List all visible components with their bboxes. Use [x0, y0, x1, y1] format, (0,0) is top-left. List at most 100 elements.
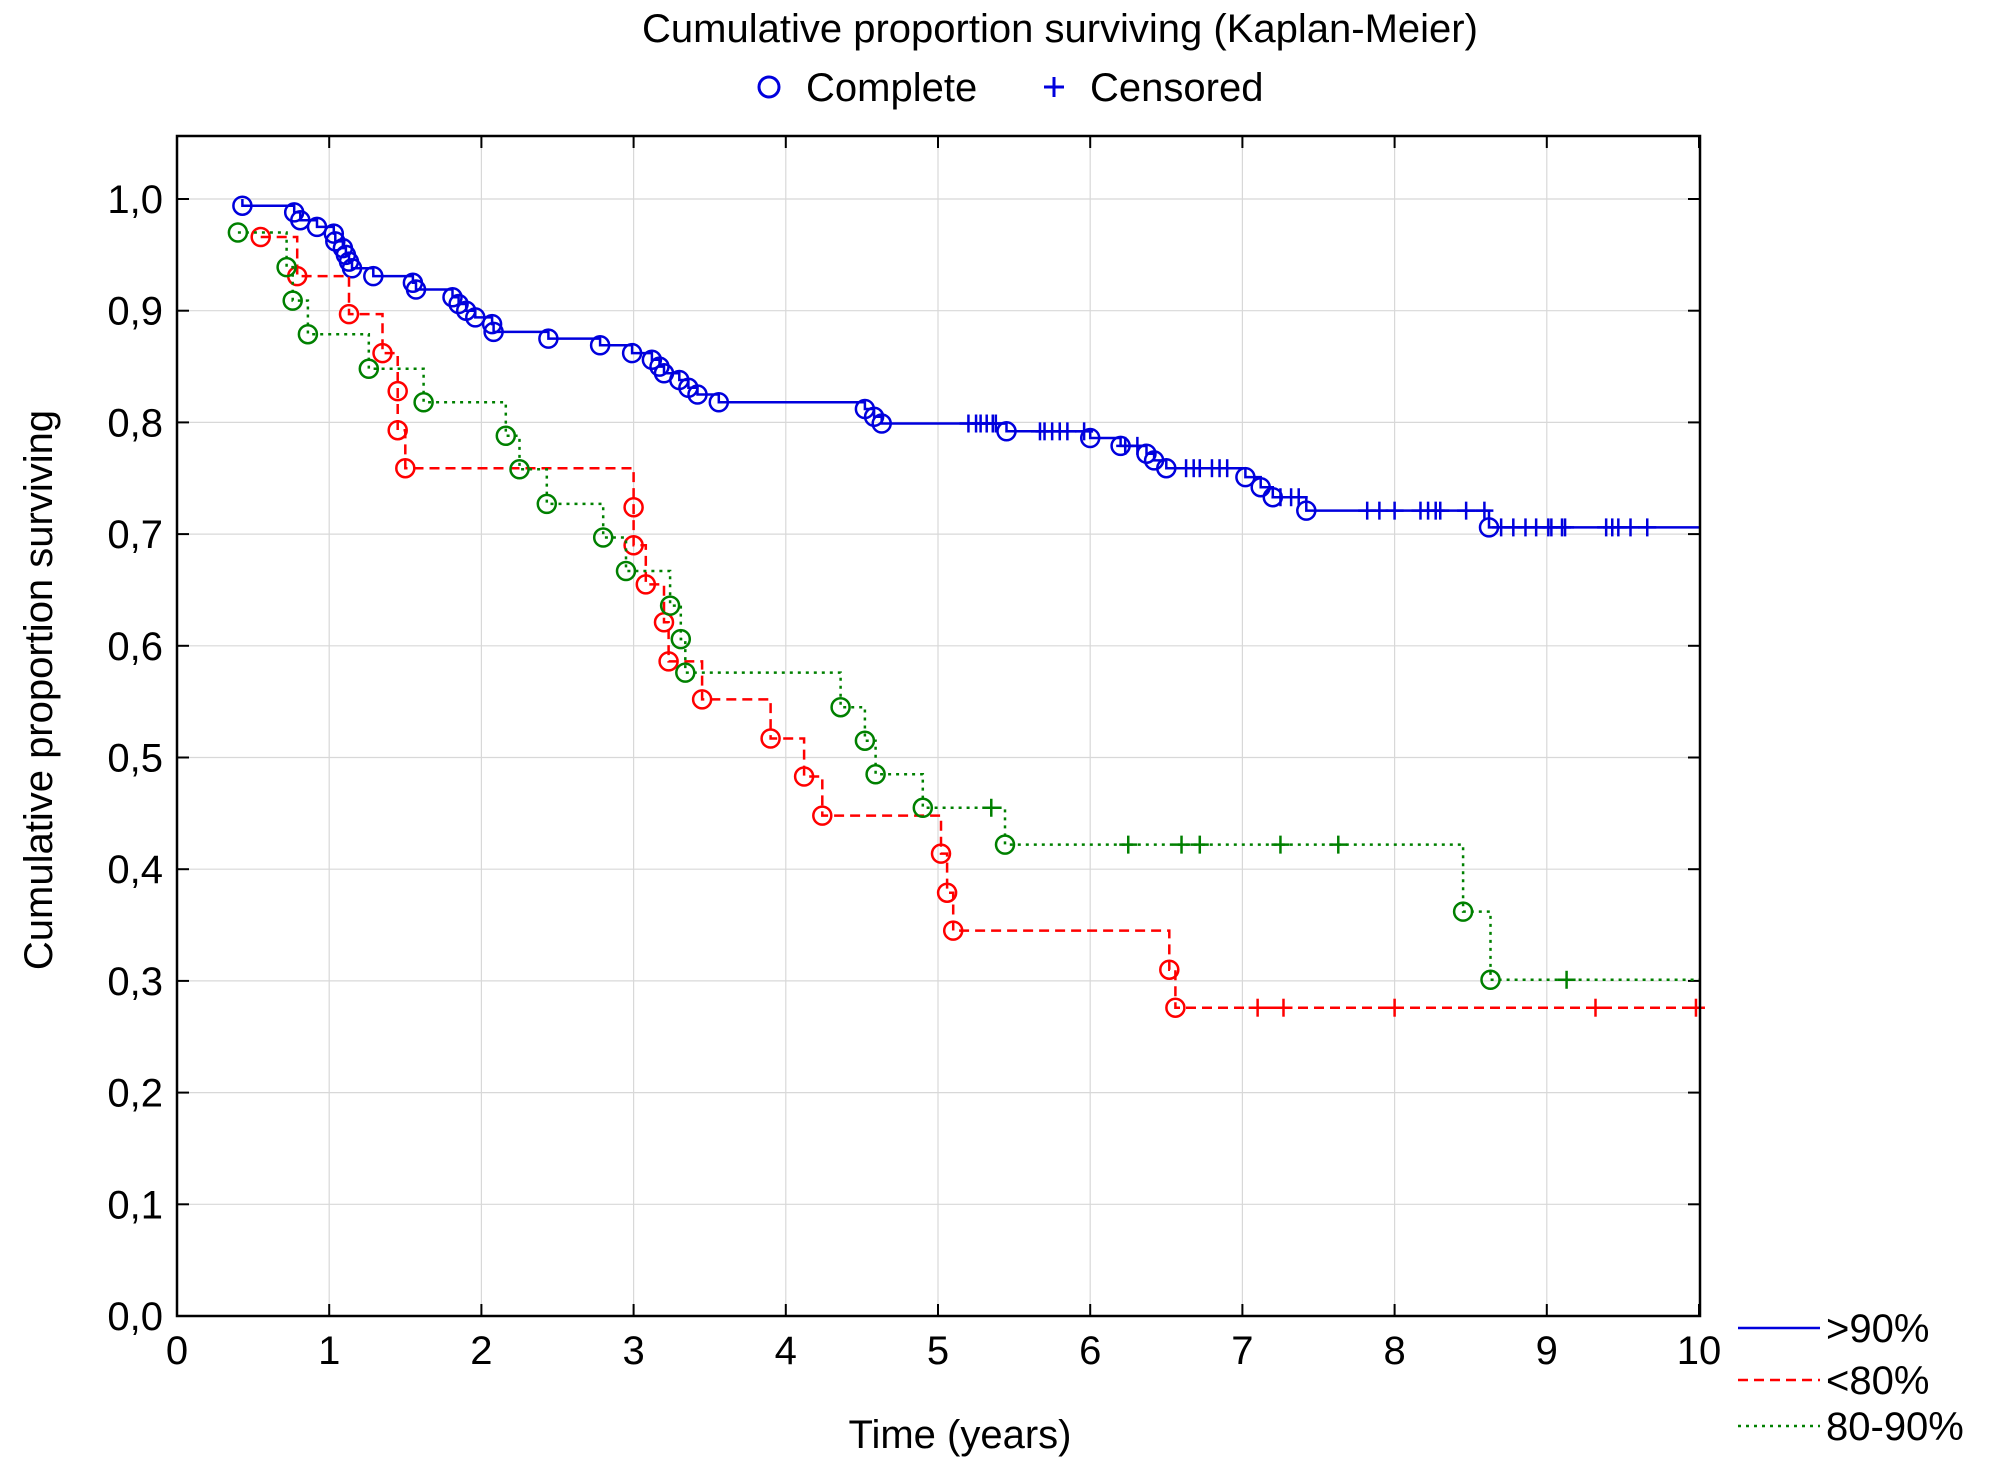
y-tick-label: 0,4: [107, 848, 163, 892]
x-tick-labels: 0 1 2 3 4 5 6 7 8 9 10: [166, 1329, 1721, 1373]
x-tick-label: 6: [1079, 1329, 1101, 1373]
complete-point: [659, 595, 681, 616]
y-tick-label: 1,0: [107, 178, 163, 222]
complete-point: [592, 527, 614, 548]
complete-point: [483, 321, 504, 343]
complete-point: [865, 764, 886, 785]
complete-point: [708, 392, 730, 413]
complete-point: [1452, 901, 1474, 922]
complete-point: [1159, 959, 1180, 980]
complete-point: [297, 323, 319, 345]
censored-point: [986, 414, 1005, 433]
y-tick-label: 0,5: [107, 737, 163, 781]
complete-point: [994, 834, 1016, 855]
series-legend: >90% <80%80-90%: [1738, 1307, 1964, 1449]
complete-point: [395, 457, 416, 479]
complete-point: [442, 287, 463, 308]
series-over-90: [232, 195, 1699, 538]
censored-point: [1556, 518, 1575, 537]
legend-label-under-80: <80%: [1826, 1359, 1929, 1403]
complete-point: [589, 335, 611, 356]
complete-point: [250, 226, 271, 248]
y-tick-labels: 0,0 0,1 0,2 0,3 0,4 0,5 0,6 0,7 0,8 0,9 1,0: [107, 178, 163, 1339]
complete-point: [830, 696, 851, 718]
y-tick-label: 0,1: [107, 1183, 163, 1227]
complete-point: [536, 493, 558, 515]
complete-point: [1250, 476, 1271, 498]
complete-point: [670, 628, 692, 650]
legend-label-over-90: >90%: [1826, 1307, 1929, 1351]
censored-label: Censored: [1090, 66, 1263, 110]
complete-point: [232, 195, 253, 216]
censored-point: [1557, 970, 1576, 989]
complete-point: [793, 766, 815, 787]
complete-point: [372, 342, 393, 364]
censored-point: [1289, 488, 1308, 507]
x-tick-label: 7: [1231, 1329, 1253, 1373]
censored-point: [1248, 998, 1267, 1017]
complete-point: [623, 535, 644, 556]
censored-point: [1385, 501, 1404, 520]
complete-point: [812, 805, 833, 826]
complete-point: [942, 920, 964, 941]
complete-marker-icon: [757, 75, 781, 99]
complete-point: [341, 258, 363, 279]
censored-point: [1274, 998, 1293, 1017]
complete-point: [930, 843, 952, 864]
series-under-80: [250, 226, 1705, 1018]
complete-point: [936, 882, 958, 903]
complete-point: [387, 419, 408, 441]
complete-point: [227, 222, 249, 243]
plot-frame: [175, 134, 1702, 1318]
axis-ticks: [176, 136, 1700, 1317]
x-axis-label: Time (years): [849, 1413, 1072, 1457]
complete-point: [635, 574, 657, 595]
complete-point: [996, 421, 1017, 442]
y-tick-label: 0,3: [107, 960, 163, 1004]
x-tick-label: 5: [927, 1329, 949, 1373]
series-line-over-90: [241, 199, 1699, 529]
x-tick-label: 9: [1536, 1329, 1558, 1373]
y-tick-label: 0,9: [107, 290, 163, 334]
complete-label: Complete: [806, 66, 977, 110]
series-line-under-80: [260, 235, 1699, 1009]
x-tick-label: 2: [470, 1329, 492, 1373]
complete-point: [509, 459, 530, 480]
complete-point: [1480, 969, 1501, 991]
complete-point: [358, 358, 380, 380]
complete-point: [387, 380, 408, 402]
complete-point: [481, 313, 503, 335]
censored-point: [1475, 501, 1494, 520]
complete-point: [615, 560, 637, 582]
censored-point: [1457, 501, 1476, 520]
censored-marker-icon: [1044, 77, 1064, 97]
complete-point: [687, 384, 708, 405]
y-tick-label: 0,6: [107, 625, 163, 669]
censored-point: [1119, 835, 1138, 854]
y-tick-label: 0,2: [107, 1072, 163, 1116]
complete-point: [276, 256, 297, 278]
complete-point: [465, 307, 486, 328]
x-tick-label: 0: [166, 1329, 188, 1373]
complete-point: [1296, 500, 1317, 521]
censored-point: [1385, 998, 1404, 1017]
complete-point: [1156, 457, 1177, 479]
series-line-80-90: [237, 231, 1699, 982]
complete-point: [1165, 997, 1186, 1018]
complete-point: [658, 651, 679, 672]
x-tick-label: 8: [1383, 1329, 1405, 1373]
complete-point: [413, 392, 434, 413]
complete-point: [323, 223, 345, 244]
complete-point: [1079, 427, 1101, 449]
complete-point: [691, 689, 713, 710]
x-tick-label: 1: [318, 1329, 340, 1373]
x-tick-label: 4: [775, 1329, 797, 1373]
complete-point: [912, 797, 934, 819]
censored-point: [1075, 422, 1094, 441]
complete-point: [854, 730, 876, 751]
complete-point: [405, 279, 427, 300]
x-tick-label: 3: [622, 1329, 644, 1373]
complete-point: [1235, 466, 1256, 488]
complete-point: [623, 497, 644, 518]
complete-point: [760, 728, 781, 749]
